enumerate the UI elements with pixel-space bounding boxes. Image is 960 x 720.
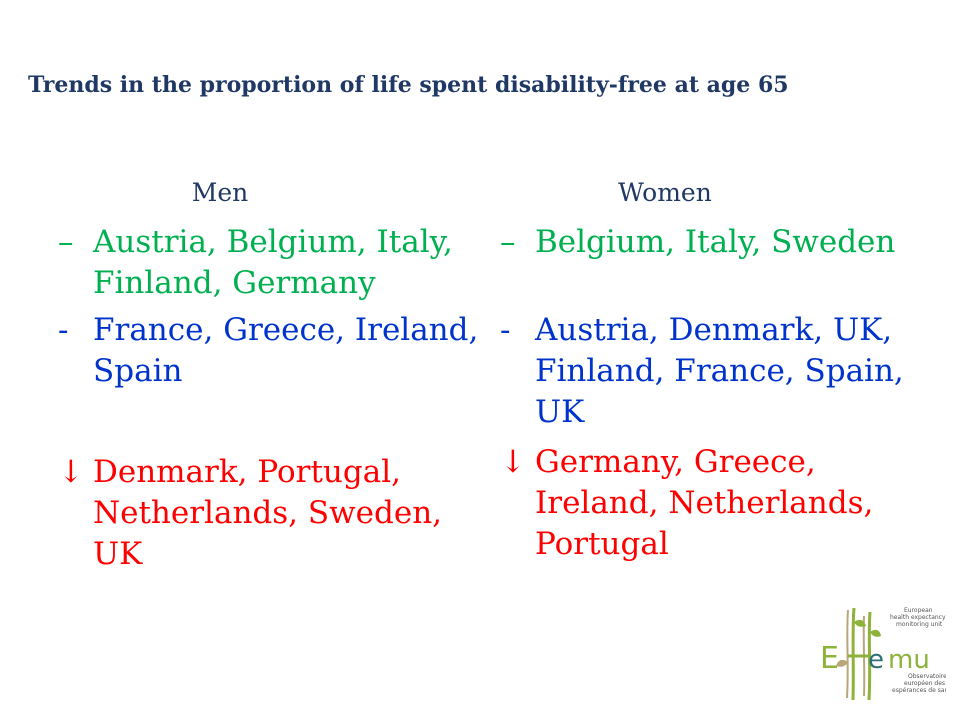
- list-item: ↓ Denmark, Portugal, Netherlands, Sweden…: [58, 452, 490, 575]
- item-text: Belgium, Italy, Sweden: [535, 224, 896, 260]
- item-text: France, Greece, Ireland, Spain: [93, 312, 479, 389]
- dash-marker: –: [500, 224, 516, 260]
- item-text: Austria, Belgium, Italy, Finland, German…: [93, 224, 453, 301]
- svg-text:européen des: européen des: [904, 680, 945, 687]
- list-item: - Austria, Denmark, UK, Finland, France,…: [500, 310, 940, 442]
- svg-text:E: E: [820, 641, 839, 676]
- men-list: – Austria, Belgium, Italy, Finland, Germ…: [58, 222, 490, 575]
- down-arrow-icon: ↓: [58, 454, 84, 490]
- women-list: – Belgium, Italy, Sweden - Austria, Denm…: [500, 222, 940, 565]
- list-item: - France, Greece, Ireland, Spain: [58, 310, 490, 452]
- svg-text:mu: mu: [888, 645, 930, 675]
- down-arrow-icon: ↓: [500, 444, 526, 480]
- hyphen-marker: -: [500, 312, 511, 348]
- slide-title: Trends in the proportion of life spent d…: [28, 72, 789, 98]
- item-text: Germany, Greece, Ireland, Netherlands, P…: [535, 444, 874, 562]
- svg-text:Observatoire: Observatoire: [908, 673, 946, 680]
- list-item: – Belgium, Italy, Sweden: [500, 222, 940, 310]
- svg-text:health expectancy: health expectancy: [890, 614, 946, 621]
- item-text: Austria, Denmark, UK, Finland, France, S…: [535, 312, 904, 430]
- svg-text:monitoring unit: monitoring unit: [896, 621, 943, 628]
- men-heading: Men: [191, 178, 249, 207]
- svg-text:European: European: [904, 607, 933, 614]
- dash-marker: –: [58, 224, 74, 260]
- svg-text:e: e: [868, 645, 884, 675]
- list-item: ↓ Germany, Greece, Ireland, Netherlands,…: [500, 442, 940, 565]
- item-text: Denmark, Portugal, Netherlands, Sweden, …: [93, 454, 443, 572]
- list-item: – Austria, Belgium, Italy, Finland, Germ…: [58, 222, 490, 310]
- women-heading: Women: [618, 178, 712, 207]
- ehemu-logo: E e mu European health expectancy monito…: [818, 602, 946, 704]
- svg-text:espérances de santé: espérances de santé: [892, 687, 946, 694]
- hyphen-marker: -: [58, 312, 69, 348]
